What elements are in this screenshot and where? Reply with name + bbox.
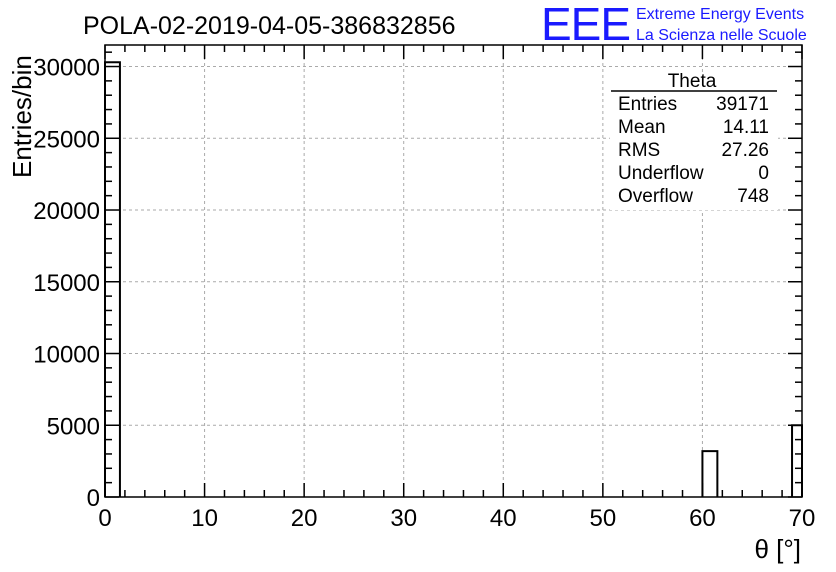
stat-value: 748 [737,186,769,207]
x-tick-label: 0 [98,505,111,532]
y-tick-label: 5000 [47,413,100,440]
stats-box: Theta Entries 39171 Mean 14.11 RMS 27.26 Under… [610,71,778,210]
stat-value: 14.11 [723,117,769,138]
eee-logo: EEE Extreme Energy Events La Scienza nel… [541,0,807,50]
tick-labels: 0 10 20 30 40 50 60 70 0 5000 10000 15000 20000 25000… [33,55,815,532]
x-tick-label: 40 [490,505,517,532]
x-tick-label: 70 [789,505,816,532]
chart-title: POLA-02-2019-04-05-386832856 [83,12,456,40]
y-tick-label: 15000 [33,270,100,297]
logo-mark: EEE [541,0,630,50]
histogram-bin [104,61,121,497]
x-tick-label: 10 [191,505,218,532]
logo-line-2: La Scienza nelle Scuole [636,27,807,44]
y-tick-label: 10000 [33,342,100,369]
stat-label: Mean [618,117,666,138]
stats-box-title: Theta [668,71,717,92]
stat-value: 39171 [716,94,769,115]
logo-line-1: Extreme Energy Events [636,6,804,23]
x-tick-label: 50 [590,505,617,532]
stats-box-rows: Entries 39171 Mean 14.11 RMS 27.26 Underflow 0 O… [618,94,769,207]
y-tick-label: 30000 [33,55,100,82]
x-axis-label: θ [°] [754,534,801,564]
histogram-bin [701,450,719,497]
stat-label: Overflow [618,186,693,207]
plot-frame [104,44,803,498]
y-tick-label: 25000 [33,126,100,153]
histogram-bin [791,424,803,497]
x-tick-label: 20 [291,505,318,532]
stat-label: Underflow [618,163,704,184]
y-tick-label: 20000 [33,198,100,225]
axis-ticks [104,45,803,498]
x-tick-label: 60 [689,505,716,532]
stat-value: 27.26 [721,140,769,161]
stats-box-background [610,72,778,210]
grid-lines [105,45,802,497]
y-axis-label: Entries/bin [7,55,37,178]
x-tick-label: 30 [390,505,417,532]
stat-value: 0 [758,163,769,184]
stat-label: RMS [618,140,660,161]
y-tick-label: 0 [87,485,100,512]
stat-label: Entries [618,94,677,115]
